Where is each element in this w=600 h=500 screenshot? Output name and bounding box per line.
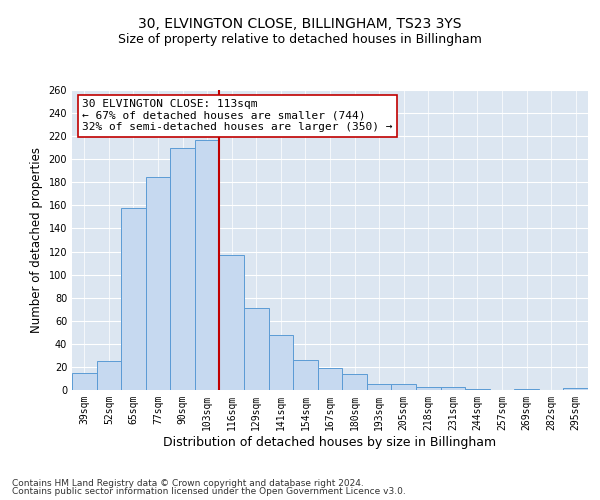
Text: Size of property relative to detached houses in Billingham: Size of property relative to detached ho… — [118, 32, 482, 46]
Bar — [97, 361, 121, 390]
Text: 30 ELVINGTON CLOSE: 113sqm
← 67% of detached houses are smaller (744)
32% of sem: 30 ELVINGTON CLOSE: 113sqm ← 67% of deta… — [82, 99, 393, 132]
Bar — [244, 308, 269, 390]
Bar — [342, 374, 367, 390]
Bar — [293, 360, 318, 390]
Bar — [367, 384, 391, 390]
Bar — [146, 176, 170, 390]
Text: 30, ELVINGTON CLOSE, BILLINGHAM, TS23 3YS: 30, ELVINGTON CLOSE, BILLINGHAM, TS23 3Y… — [138, 18, 462, 32]
Text: Contains HM Land Registry data © Crown copyright and database right 2024.: Contains HM Land Registry data © Crown c… — [12, 478, 364, 488]
Y-axis label: Number of detached properties: Number of detached properties — [30, 147, 43, 333]
Text: Contains public sector information licensed under the Open Government Licence v3: Contains public sector information licen… — [12, 487, 406, 496]
Bar — [563, 388, 588, 390]
Bar — [269, 334, 293, 390]
Bar — [195, 140, 220, 390]
Bar — [440, 386, 465, 390]
Bar — [220, 255, 244, 390]
Bar — [121, 208, 146, 390]
Bar — [416, 386, 440, 390]
Bar — [391, 384, 416, 390]
Bar — [318, 368, 342, 390]
Bar — [170, 148, 195, 390]
X-axis label: Distribution of detached houses by size in Billingham: Distribution of detached houses by size … — [163, 436, 497, 448]
Bar — [72, 372, 97, 390]
Bar — [465, 389, 490, 390]
Bar — [514, 389, 539, 390]
